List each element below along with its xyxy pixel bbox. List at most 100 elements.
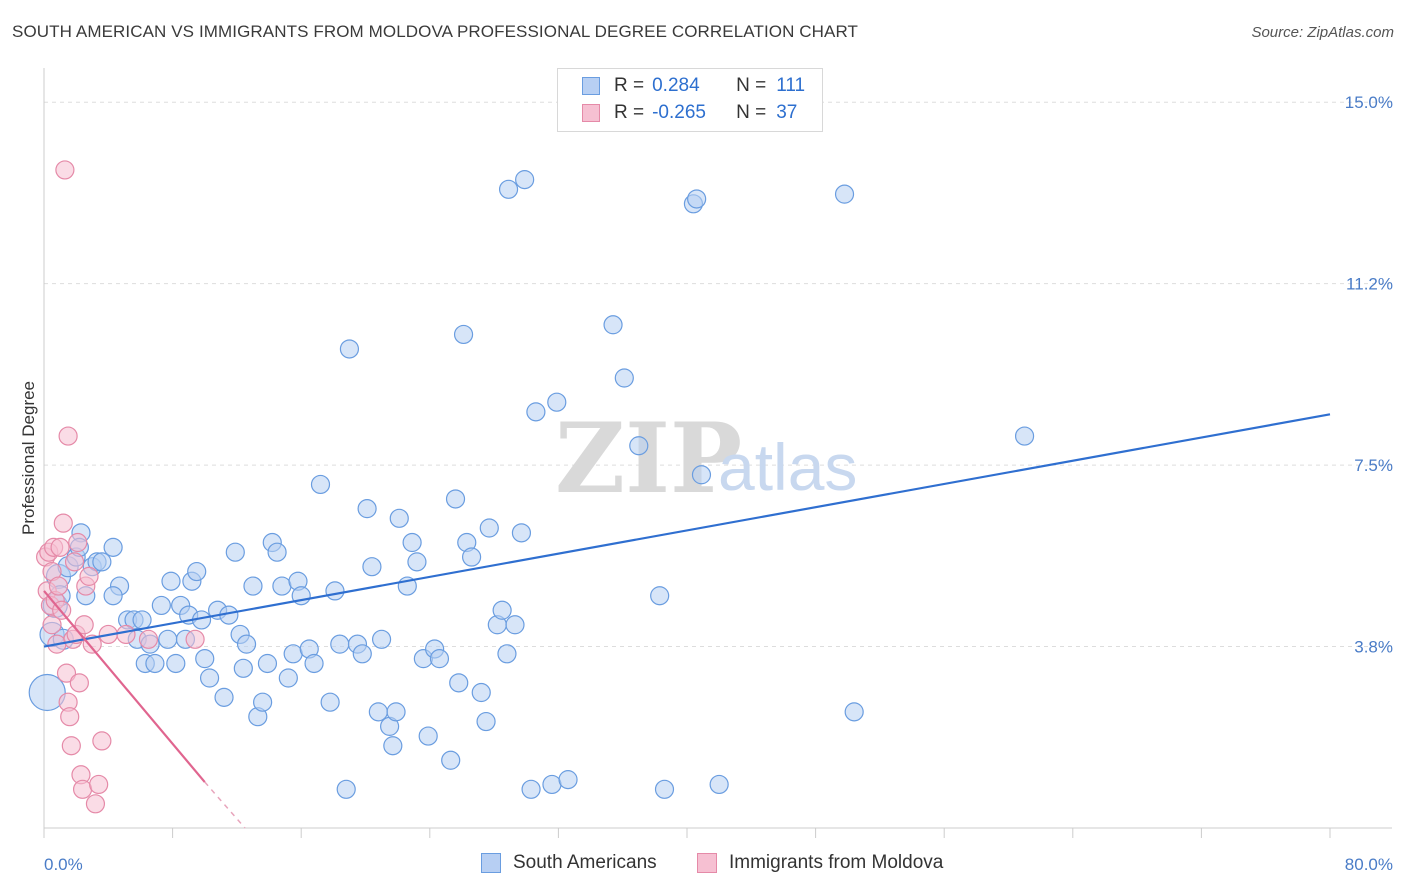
data-point xyxy=(526,402,546,422)
data-point xyxy=(103,586,123,606)
trend-line-extension xyxy=(204,781,246,829)
data-point xyxy=(151,595,171,616)
data-point xyxy=(257,653,278,674)
bottom-legend-south-americans: South Americans xyxy=(481,852,657,874)
data-points xyxy=(28,160,1035,814)
data-point xyxy=(386,702,406,722)
legend-n-value: 37 xyxy=(776,102,798,123)
data-point xyxy=(42,615,62,635)
data-point xyxy=(336,779,356,799)
legend-swatch-blue xyxy=(582,77,600,95)
data-point xyxy=(418,726,438,746)
data-point xyxy=(53,513,73,533)
data-point xyxy=(68,532,88,553)
data-point xyxy=(72,779,93,799)
data-point xyxy=(461,547,482,567)
bottom-legend-moldova: Immigrants from Moldova xyxy=(697,852,943,874)
data-point xyxy=(138,629,159,649)
source-label: Source: ZipAtlas.com xyxy=(1251,24,1394,41)
legend-row-south-americans: R = 0.284 N = 111 xyxy=(582,73,805,99)
legend-row-moldova: R = -0.265 N = 37 xyxy=(582,100,797,126)
x-tick-max: 80.0% xyxy=(1345,855,1393,874)
data-point xyxy=(389,508,409,528)
data-point xyxy=(236,634,257,654)
data-point xyxy=(453,324,474,345)
data-point xyxy=(304,653,324,674)
data-point xyxy=(214,687,234,707)
data-point xyxy=(185,629,205,649)
bottom-legend-swatch-pink xyxy=(697,853,717,873)
data-point xyxy=(56,663,77,683)
trend-line xyxy=(43,590,206,783)
data-point xyxy=(687,189,707,209)
series-south-americans xyxy=(28,170,1035,799)
data-point xyxy=(542,774,562,795)
data-point xyxy=(145,653,165,674)
legend-n-label: N = xyxy=(736,102,767,123)
watermark: ZIP atlas xyxy=(555,402,857,515)
data-point xyxy=(352,644,372,664)
legend-n-value: 111 xyxy=(776,75,806,96)
y-tick-label: 11.2% xyxy=(1346,275,1393,294)
data-point xyxy=(362,557,382,577)
data-point xyxy=(64,552,85,572)
data-point xyxy=(161,571,181,591)
data-point xyxy=(116,624,136,645)
grid-lines xyxy=(44,101,1392,648)
data-point xyxy=(691,465,712,485)
data-point xyxy=(61,736,81,756)
data-point xyxy=(383,736,403,756)
data-point xyxy=(479,518,499,538)
trend-line xyxy=(43,413,1331,648)
data-point xyxy=(449,673,469,693)
data-point xyxy=(339,339,360,359)
bottom-legend-label: South Americans xyxy=(513,852,657,873)
data-point xyxy=(166,653,186,674)
series-moldova xyxy=(36,160,205,814)
y-tick-label: 3.8% xyxy=(1354,638,1393,657)
legend-r-label: R = xyxy=(614,75,645,96)
data-point xyxy=(132,610,152,630)
data-point xyxy=(429,649,450,669)
data-point xyxy=(272,576,292,596)
data-point xyxy=(74,615,94,635)
data-point xyxy=(253,692,273,712)
data-point xyxy=(497,644,517,664)
data-point xyxy=(60,707,80,727)
trend-lines xyxy=(43,413,1331,829)
data-point xyxy=(441,750,461,770)
bottom-legend-swatch-blue xyxy=(481,853,501,873)
data-point xyxy=(476,711,496,732)
data-point xyxy=(48,576,69,596)
data-point xyxy=(55,160,75,180)
y-axis-label: Professional Degree xyxy=(19,381,38,535)
data-point xyxy=(310,474,331,495)
watermark-zip: ZIP xyxy=(555,402,742,515)
data-point xyxy=(187,561,207,582)
data-point xyxy=(515,170,535,190)
data-point xyxy=(79,566,99,586)
legend-r-label: R = xyxy=(614,102,645,123)
data-point xyxy=(243,576,263,596)
data-point xyxy=(492,600,512,620)
data-point xyxy=(325,581,345,601)
data-point xyxy=(267,542,287,562)
watermark-atlas: atlas xyxy=(718,430,857,504)
data-point xyxy=(1014,426,1035,446)
data-point xyxy=(103,537,123,557)
y-tick-label: 15.0% xyxy=(1345,93,1393,112)
data-point xyxy=(371,629,392,649)
legend-r-value: -0.265 xyxy=(652,102,706,123)
legend-r-value: 0.284 xyxy=(652,75,700,96)
data-point xyxy=(330,634,350,654)
data-point xyxy=(709,774,729,795)
y-tick-labels: 3.8% 7.5% 11.2% 15.0% xyxy=(1345,93,1393,656)
data-point xyxy=(233,658,253,678)
data-point xyxy=(225,542,245,562)
data-point xyxy=(402,532,422,553)
data-point xyxy=(92,552,112,572)
data-point xyxy=(195,649,215,669)
correlation-legend: R = 0.284 N = 111 R = -0.265 N = 37 xyxy=(557,68,823,132)
data-point xyxy=(445,489,466,509)
